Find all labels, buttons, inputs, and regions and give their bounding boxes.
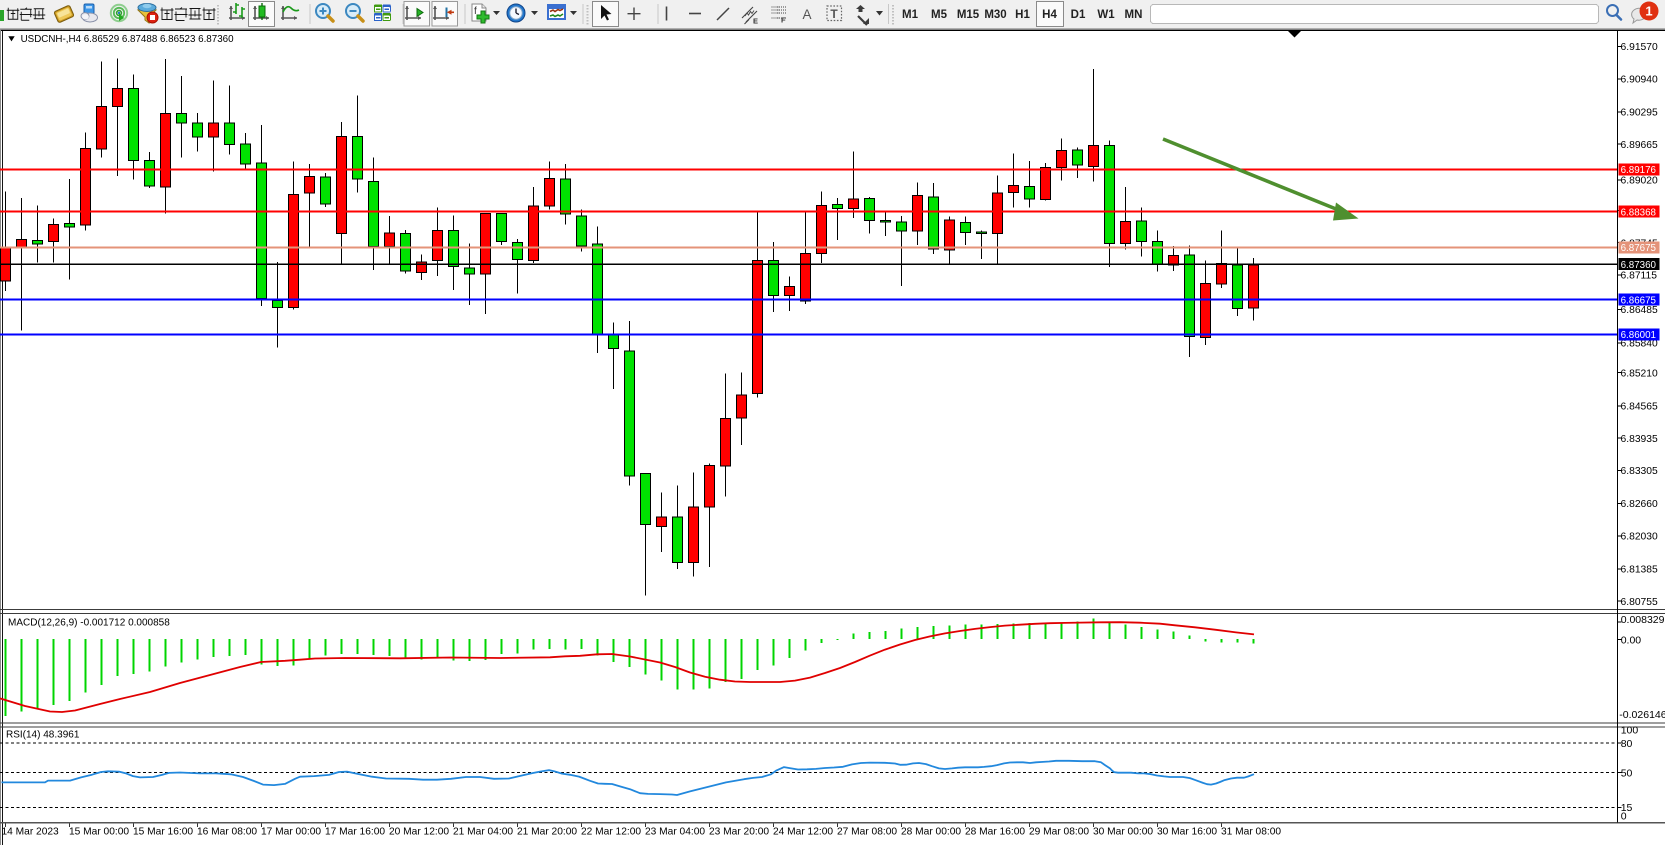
svg-text:24 Mar 12:00: 24 Mar 12:00 — [773, 827, 833, 838]
svg-text:15 Mar 00:00: 15 Mar 00:00 — [69, 827, 129, 838]
svg-text:f: f — [474, 6, 477, 17]
svg-text:28 Mar 00:00: 28 Mar 00:00 — [901, 827, 961, 838]
svg-text:M15: M15 — [957, 9, 980, 21]
svg-text:16 Mar 08:00: 16 Mar 08:00 — [197, 827, 257, 838]
svg-text:6.84565: 6.84565 — [1621, 402, 1658, 413]
svg-text:6.88368: 6.88368 — [1621, 207, 1657, 218]
svg-text:M1: M1 — [902, 9, 919, 21]
svg-text:23 Mar 04:00: 23 Mar 04:00 — [645, 827, 705, 838]
svg-text:F: F — [781, 16, 786, 25]
svg-text:E: E — [753, 17, 758, 26]
svg-text:31 Mar 08:00: 31 Mar 08:00 — [1221, 827, 1281, 838]
svg-text:100: 100 — [1621, 725, 1639, 737]
svg-text:22 Mar 12:00: 22 Mar 12:00 — [581, 827, 641, 838]
svg-text:6.89020: 6.89020 — [1621, 176, 1658, 187]
svg-text:0.00: 0.00 — [1621, 634, 1642, 646]
svg-text:30 Mar 16:00: 30 Mar 16:00 — [1157, 827, 1217, 838]
svg-text:15 Mar 16:00: 15 Mar 16:00 — [133, 827, 193, 838]
svg-text:21 Mar 20:00: 21 Mar 20:00 — [517, 827, 577, 838]
svg-text:6.89665: 6.89665 — [1621, 140, 1658, 151]
svg-text:0: 0 — [1621, 811, 1627, 823]
svg-text:MN: MN — [1125, 9, 1143, 21]
svg-text:6.91570: 6.91570 — [1621, 42, 1658, 53]
svg-text:H4: H4 — [1042, 9, 1057, 21]
svg-text:6.86001: 6.86001 — [1621, 330, 1656, 341]
svg-text:27 Mar 08:00: 27 Mar 08:00 — [837, 827, 897, 838]
svg-text:6.90295: 6.90295 — [1621, 108, 1658, 119]
svg-text:17 Mar 00:00: 17 Mar 00:00 — [261, 827, 321, 838]
svg-text:6.83935: 6.83935 — [1621, 434, 1658, 445]
svg-text:T: T — [830, 7, 838, 21]
svg-text:6.87360: 6.87360 — [1621, 260, 1657, 271]
svg-text:-0.026146: -0.026146 — [1619, 709, 1665, 721]
svg-text:28 Mar 16:00: 28 Mar 16:00 — [965, 827, 1025, 838]
svg-text:6.87675: 6.87675 — [1621, 243, 1657, 254]
svg-text:RSI(14) 48.3961: RSI(14) 48.3961 — [6, 730, 80, 741]
svg-text:USDCNH-,H4 6.86529 6.87488 6.: USDCNH-,H4 6.86529 6.87488 6.86523 6.873… — [21, 34, 235, 45]
svg-text:6.87115: 6.87115 — [1621, 271, 1658, 282]
svg-text:14 Mar 2023: 14 Mar 2023 — [2, 827, 60, 838]
svg-text:20 Mar 12:00: 20 Mar 12:00 — [389, 827, 449, 838]
svg-text:A: A — [802, 7, 811, 22]
svg-text:80: 80 — [1621, 738, 1633, 750]
svg-text:6.90940: 6.90940 — [1621, 75, 1658, 86]
svg-text:6.80755: 6.80755 — [1621, 597, 1658, 608]
svg-text:6.83305: 6.83305 — [1621, 466, 1658, 477]
svg-text:D1: D1 — [1071, 9, 1086, 21]
svg-text:M30: M30 — [984, 9, 1006, 21]
svg-text:29 Mar 08:00: 29 Mar 08:00 — [1029, 827, 1089, 838]
svg-text:6.89176: 6.89176 — [1621, 165, 1657, 176]
svg-text:6.86675: 6.86675 — [1621, 295, 1657, 306]
svg-text:6.81385: 6.81385 — [1621, 565, 1658, 576]
svg-text:50: 50 — [1621, 767, 1633, 779]
svg-text:1: 1 — [1645, 4, 1652, 19]
svg-text:W1: W1 — [1097, 9, 1115, 21]
svg-text:M5: M5 — [931, 9, 948, 21]
svg-text:6.82030: 6.82030 — [1621, 532, 1658, 543]
svg-text:0.008329: 0.008329 — [1621, 614, 1665, 626]
svg-text:23 Mar 20:00: 23 Mar 20:00 — [709, 827, 769, 838]
svg-text:6.82660: 6.82660 — [1621, 499, 1658, 510]
svg-text:6.85210: 6.85210 — [1621, 368, 1658, 379]
svg-text:6.86485: 6.86485 — [1621, 305, 1658, 316]
svg-text:MACD(12,26,9) -0.001712 0.0008: MACD(12,26,9) -0.001712 0.000858 — [8, 618, 170, 629]
svg-text:21 Mar 04:00: 21 Mar 04:00 — [453, 827, 513, 838]
svg-text:15: 15 — [1621, 802, 1633, 814]
svg-text:H1: H1 — [1015, 9, 1030, 21]
svg-text:6.85840: 6.85840 — [1621, 339, 1658, 350]
svg-text:17 Mar 16:00: 17 Mar 16:00 — [325, 827, 385, 838]
svg-text:30 Mar 00:00: 30 Mar 00:00 — [1093, 827, 1153, 838]
